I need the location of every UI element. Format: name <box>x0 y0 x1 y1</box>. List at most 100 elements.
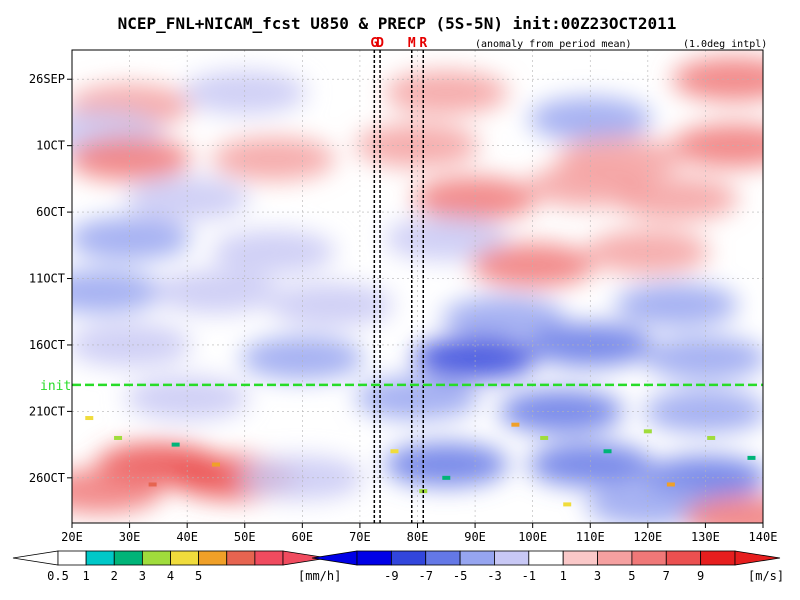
x-tick-label: 50E <box>234 530 256 544</box>
colorbar-unit: [m/s] <box>748 569 784 583</box>
x-tick-label: 90E <box>464 530 486 544</box>
colorbar-label: 2 <box>111 569 118 583</box>
colorbar-segment <box>494 550 530 566</box>
u850-anomaly-blob <box>614 176 739 221</box>
colorbar-label: 1 <box>560 569 567 583</box>
precip-cell <box>114 435 123 440</box>
u850-anomaly-blob <box>125 376 250 421</box>
colorbar-segment <box>226 550 256 566</box>
region-marker-label: G <box>370 36 378 51</box>
init-line-group: init <box>40 379 763 394</box>
x-tick-label: 60E <box>291 530 313 544</box>
anomaly-annotation: (anomaly from period mean) <box>475 39 632 50</box>
u850-anomaly-blob <box>683 495 763 523</box>
colorbar-segment <box>459 550 495 566</box>
x-tick-label: 40E <box>176 530 198 544</box>
u850-anomaly-blob <box>672 123 763 168</box>
interpolation-annotation: (1.0deg intpl) <box>683 39 767 50</box>
x-tick-label: 80E <box>407 530 429 544</box>
colorbar-segment <box>562 550 598 566</box>
precip-cell <box>666 482 675 487</box>
precip-cell <box>148 482 157 487</box>
precip-cell <box>643 429 652 434</box>
colorbar-label: 4 <box>167 569 174 583</box>
colorbar-label: -5 <box>453 569 467 583</box>
u850-anomaly-blob <box>413 336 538 381</box>
x-tick-label: 130E <box>691 530 720 544</box>
y-tick-label: 6OCT <box>36 205 65 219</box>
precip-colorbar: 0.5 1 2 3 4 5 [mm/h] <box>12 550 341 583</box>
colorbar-unit: [mm/h] <box>298 569 341 583</box>
colorbar-label: -1 <box>522 569 536 583</box>
region-marker-label: M <box>408 36 416 51</box>
colorbar-segment <box>528 550 564 566</box>
u850-anomaly-blob <box>585 482 710 523</box>
region-marker-label: R <box>419 36 427 51</box>
u850-anomaly-blob <box>441 296 566 341</box>
colorbar-left-arrow <box>12 550 59 566</box>
u850-anomaly-blob <box>528 97 653 142</box>
colorbar-segment <box>113 550 143 566</box>
x-tick-label: 20E <box>61 530 83 544</box>
precip-cell <box>707 435 716 440</box>
x-tick-label: 110E <box>576 530 605 544</box>
x-axis: 20E 30E 40E 50E 60E 70E 80E 90E 100E 110E 120E 130E… <box>61 523 777 544</box>
colorbar-segment <box>170 550 200 566</box>
init-label: init <box>40 379 71 394</box>
colorbar-right-arrow <box>734 550 781 566</box>
u850-anomaly-blob <box>384 70 509 115</box>
u850-anomaly-blob <box>672 57 763 102</box>
precip-cell <box>603 449 612 454</box>
u850-anomaly-blob <box>614 283 739 328</box>
colorbar-label: 5 <box>628 569 635 583</box>
colorbar-segment <box>425 550 461 566</box>
u850-anomaly-field <box>72 57 763 523</box>
y-tick-label: 11OCT <box>29 272 65 286</box>
u850-anomaly-blob <box>72 136 192 181</box>
u850-anomaly-blob <box>355 376 480 421</box>
y-axis: 26SEP 1OCT 6OCT 11OCT 16OCT 21OCT 26OCT <box>29 72 72 485</box>
u850-anomaly-blob <box>182 70 307 115</box>
precip-cell <box>211 462 220 467</box>
region-marker-lines: GD M R <box>370 36 427 523</box>
colorbar-label: 7 <box>663 569 670 583</box>
u850-anomaly-blob <box>240 336 365 381</box>
precip-cell <box>171 442 180 447</box>
colorbar-right-arrow <box>282 550 329 566</box>
colorbar-label: 1 <box>83 569 90 583</box>
colorbar-label: 5 <box>195 569 202 583</box>
u850-anomaly-blob <box>72 216 192 261</box>
x-tick-label: 30E <box>119 530 141 544</box>
u850-anomaly-blob <box>528 442 653 487</box>
u850-anomaly-blob <box>72 322 192 367</box>
u850-anomaly-blob <box>269 283 394 328</box>
u850-anomaly-blob <box>413 176 538 221</box>
y-tick-label: 26OCT <box>29 471 65 485</box>
u850-anomaly-blob <box>643 336 763 381</box>
y-tick-label: 21OCT <box>29 404 65 418</box>
x-tick-label: 140E <box>749 530 778 544</box>
u850-anomaly-blob <box>153 269 278 314</box>
colorbar-segment <box>597 550 633 566</box>
colorbar-segment <box>198 550 228 566</box>
precip-cell <box>747 455 756 460</box>
chart-title: NCEP_FNL+NICAM_fcst U850 & PRECP (5S-5N)… <box>118 14 677 33</box>
precip-cell <box>442 475 451 480</box>
colorbar-segment <box>665 550 702 566</box>
colorbar-segment <box>356 550 392 566</box>
u850-anomaly-blob <box>384 442 509 487</box>
grid-lines <box>72 50 763 523</box>
x-tick-label: 70E <box>349 530 371 544</box>
u850-anomaly-blob <box>499 389 624 434</box>
colorbar-segment <box>57 550 87 566</box>
colorbar-segment <box>631 550 667 566</box>
precip-cell <box>390 449 399 454</box>
y-tick-label: 1OCT <box>36 139 65 153</box>
u850-anomaly-blob <box>72 269 163 314</box>
colorbar-segment <box>85 550 115 566</box>
colorbar-label: 0.5 <box>47 569 69 583</box>
colorbar-segment <box>141 550 171 566</box>
colorbar-segment <box>390 550 427 566</box>
colorbar-label: 3 <box>594 569 601 583</box>
